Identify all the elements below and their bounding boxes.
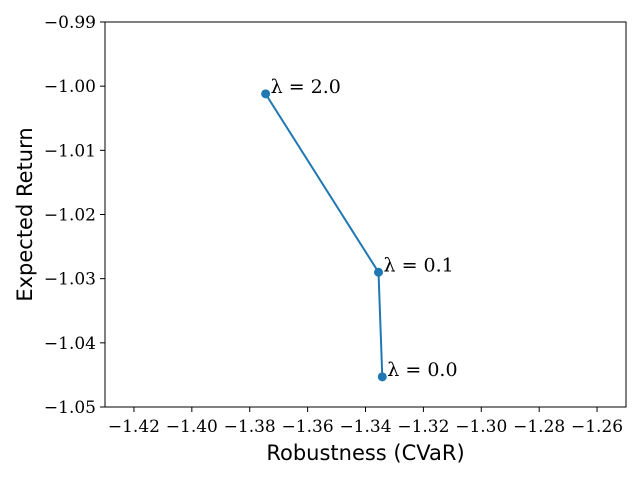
data-point xyxy=(261,89,271,99)
y-tick-label: −1.03 xyxy=(44,270,96,290)
x-tick-label: −1.40 xyxy=(166,417,218,437)
y-tick-label: −1.04 xyxy=(44,334,96,354)
x-tick-label: −1.34 xyxy=(339,417,391,437)
x-tick-label: −1.38 xyxy=(224,417,276,437)
y-tick-label: −1.01 xyxy=(44,141,96,161)
x-tick-label: −1.36 xyxy=(282,417,334,437)
x-axis-label: Robustness (CVaR) xyxy=(266,441,464,465)
x-tick-label: −1.26 xyxy=(571,417,623,437)
y-tick-label: −1.00 xyxy=(44,77,96,97)
point-label: λ = 0.1 xyxy=(384,254,454,276)
series-layer: λ = 2.0 λ = 0.1 λ = 0.0 xyxy=(261,76,458,382)
point-label: λ = 0.0 xyxy=(387,359,457,381)
plot-frame xyxy=(104,21,627,408)
series-line xyxy=(264,93,384,377)
x-axis-ticks: −1.42 −1.40 −1.38 −1.36 −1.34 −1.32 −1.30 −1.28… xyxy=(108,407,623,437)
y-axis-label: Expected Return xyxy=(13,127,37,301)
x-tick-label: −1.28 xyxy=(513,417,565,437)
y-axis-ticks: −0.99 −1.00 −1.01 −1.02 −1.03 −1.04 −1.05 xyxy=(44,13,105,418)
data-point xyxy=(377,372,387,382)
y-tick-label: −1.05 xyxy=(44,398,96,418)
y-tick-label: −1.02 xyxy=(44,206,96,226)
data-point xyxy=(374,267,384,277)
x-tick-label: −1.32 xyxy=(397,417,449,437)
x-tick-label: −1.42 xyxy=(108,417,160,437)
y-tick-label: −0.99 xyxy=(44,13,96,33)
point-label: λ = 2.0 xyxy=(271,76,341,98)
x-tick-label: −1.30 xyxy=(455,417,507,437)
